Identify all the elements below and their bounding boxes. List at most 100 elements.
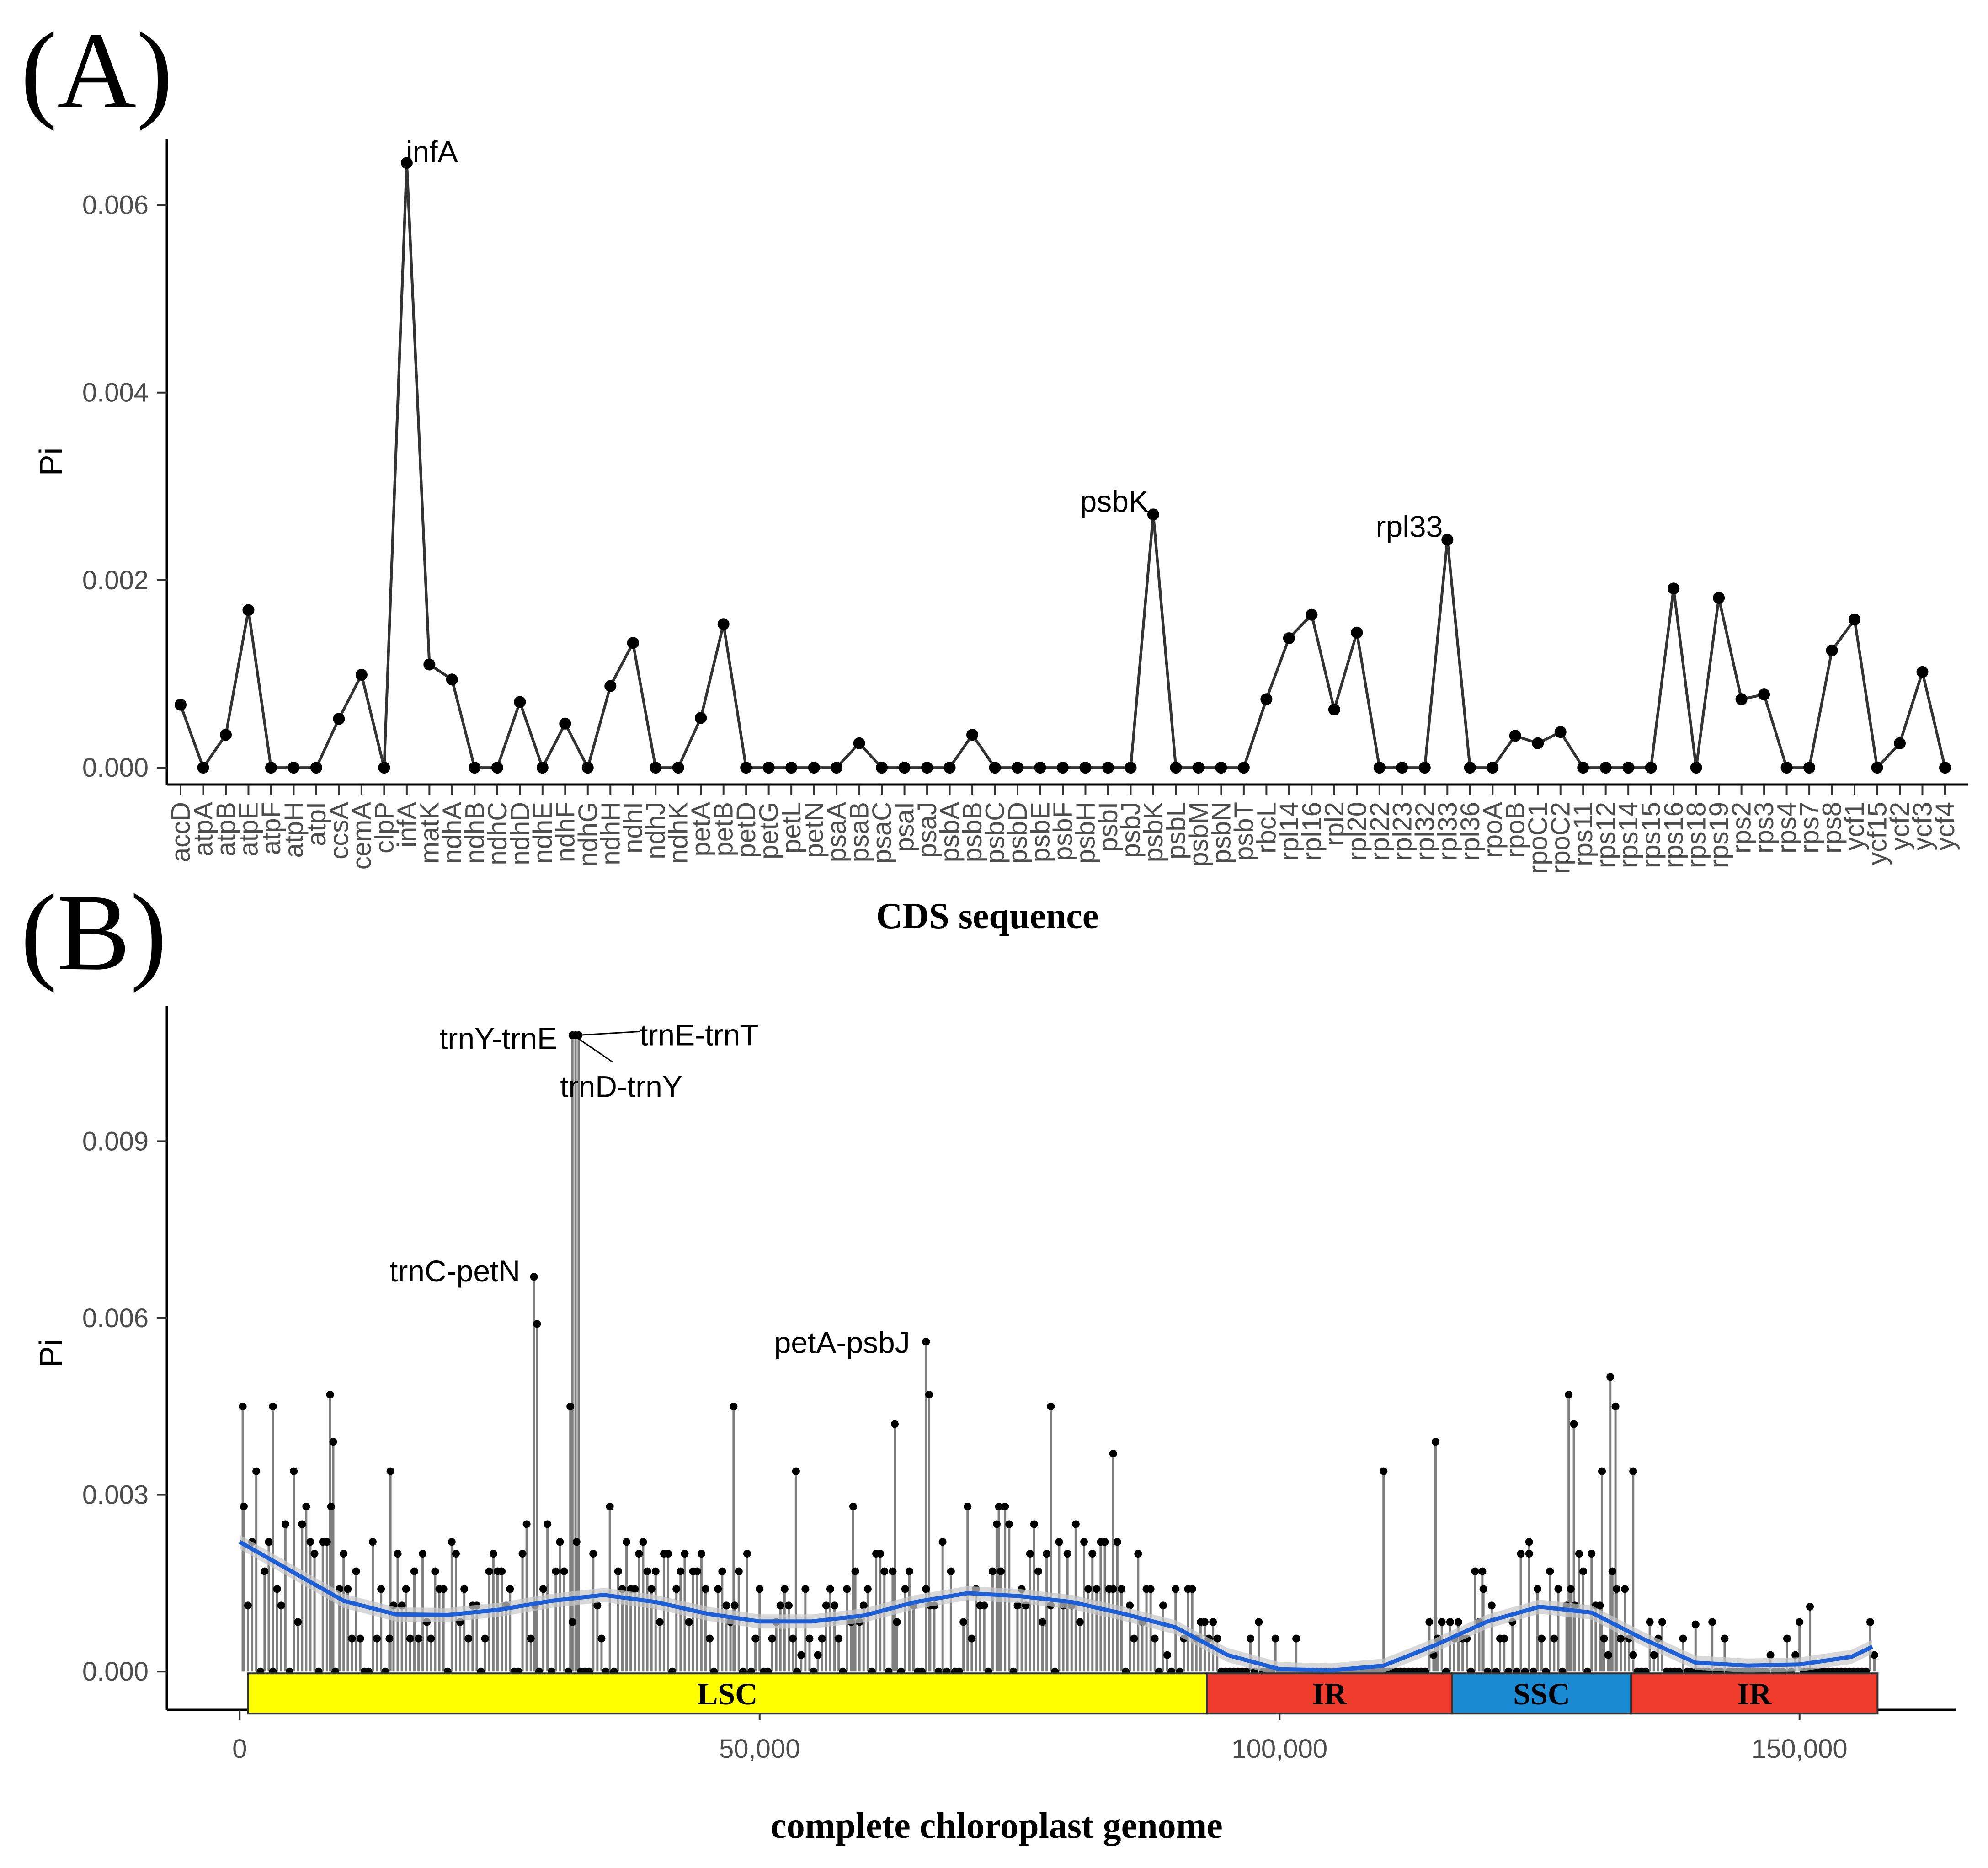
panel-a-data-point [219, 729, 232, 741]
panel-b-data-point [527, 1634, 535, 1643]
panel-b-data-point [1478, 1567, 1487, 1575]
panel-b-data-point [1611, 1402, 1620, 1410]
panel-a-x-tick-label: atpE [234, 802, 263, 856]
panel-b-data-point [1538, 1634, 1546, 1643]
panel-b-data-point [489, 1549, 497, 1558]
panel-b-data-point [792, 1467, 800, 1475]
panel-a-x-tick-label: psbI [1093, 802, 1123, 852]
panel-b-data-point [722, 1601, 730, 1610]
panel-b-data-point [947, 1567, 955, 1575]
panel-b-data-point [995, 1502, 1003, 1510]
panel-a-data-point [1939, 762, 1951, 774]
panel-b-data-point [1604, 1651, 1612, 1659]
panel-b-data-point [1479, 1585, 1487, 1593]
panel-a-x-tick-label: ndhB [460, 802, 490, 864]
panel-b-data-point [1525, 1538, 1533, 1546]
panel-b-data-point [697, 1549, 705, 1558]
panel-b-data-point [876, 1549, 885, 1558]
panel-b-trend-line [239, 1540, 1873, 1673]
panel-b-data-point [1113, 1538, 1121, 1546]
panel-b-data-point [1629, 1467, 1637, 1475]
panel-a-data-point [1237, 762, 1250, 774]
panel-a-data-point [1668, 582, 1680, 595]
panel-a-data-point [469, 762, 481, 774]
panel-b-data-point [402, 1585, 410, 1593]
panel-a-x-tick-label: atpB [211, 802, 241, 856]
panel-b-data-point [776, 1601, 784, 1610]
panel-a-x-tick-label: rps16 [1659, 802, 1689, 868]
panel-a-annotation-label: psbK [1080, 484, 1149, 518]
panel-b-data-point [1063, 1549, 1071, 1558]
panel-b-annotation-label: trnY-trnE [439, 1021, 557, 1055]
panel-b-data-point [265, 1538, 273, 1546]
panel-b-x-axis-title: complete chloroplast genome [770, 1806, 1222, 1846]
panel-a-x-tick-label: rps11 [1568, 802, 1598, 866]
panel-a-data-point [536, 762, 549, 774]
panel-b-data-point [589, 1549, 597, 1558]
panel-b-data-point [352, 1567, 360, 1575]
panel-b-data-point [818, 1634, 826, 1643]
panel-a-data-point [197, 762, 209, 774]
panel-b-data-point [1766, 1651, 1775, 1659]
panel-a-data-point [808, 762, 820, 774]
panel-b-data-point [1151, 1634, 1159, 1643]
panel-b-data-point [1598, 1467, 1606, 1475]
panel-b-annotations: trnY-trnE trnE-trnT trnD-trnY trnC-petN petA… [389, 1018, 910, 1359]
panel-b-data-point [768, 1634, 776, 1643]
panel-b-x-tick-label: 50,000 [719, 1734, 800, 1764]
panel-b-data-point [1030, 1520, 1038, 1528]
panel-b-data-point [481, 1634, 489, 1643]
panel-a-data-point [1260, 693, 1273, 705]
panel-a-x-tick-label: rps19 [1704, 802, 1734, 868]
panel-b-data-point [1438, 1618, 1446, 1626]
panel-b-data-point [1109, 1449, 1117, 1457]
panel-b-data-point [377, 1585, 385, 1593]
panel-a-x-tick-label: psbF [1048, 802, 1078, 861]
panel-b-data-point [891, 1420, 899, 1428]
panel-b-data-point [1500, 1634, 1508, 1643]
panel-a-data-point [1441, 534, 1454, 546]
panel-b-data-point [1455, 1618, 1463, 1626]
panel-b-data-point [1721, 1634, 1729, 1643]
panel-a-data-point [921, 762, 933, 774]
panel-b-data-point [893, 1618, 901, 1626]
panel-a-x-tick-label: ndhC [483, 802, 512, 865]
panel-b-data-point [244, 1601, 252, 1610]
panel-a-y-tick-label: 0.002 [82, 566, 149, 595]
panel-a-x-tick-label: rpl36 [1455, 802, 1485, 861]
panel-a-y-tick-label: 0.006 [82, 191, 149, 220]
panel-a-data-point [514, 696, 526, 708]
panel-a-x-tick-label: petD [731, 802, 761, 858]
genome-region-label: IR [1312, 1676, 1347, 1711]
panel-a-x-tick-label: rps3 [1749, 802, 1779, 854]
panel-b-data-point [340, 1549, 348, 1558]
panel-b-data-point [373, 1634, 381, 1643]
panel-a-x-tick-label: rbcL [1252, 802, 1281, 854]
panel-b-data-point [560, 1567, 568, 1575]
panel-a-data-point [1735, 693, 1748, 705]
panel-b-data-point [643, 1567, 651, 1575]
panel-b-data-point [1525, 1549, 1533, 1558]
panel-b-data-point [261, 1567, 269, 1575]
panel-b-data-point [1034, 1567, 1042, 1575]
genome-region-ir [1206, 1672, 1453, 1715]
panel-a-data-point [1351, 626, 1363, 639]
panel-b-data-point [835, 1634, 843, 1643]
panel-a-x-tick-label: petG [754, 802, 784, 859]
panel-b-data-point [889, 1567, 897, 1575]
panel-a-x-tick-label: rps7 [1795, 802, 1824, 854]
panel-b-chart: (B) Pi complete chloroplast genome 0.000… [21, 871, 1956, 1846]
genome-region-label: IR [1737, 1676, 1772, 1711]
panel-a-points [175, 157, 1951, 774]
panel-b-data-point [452, 1549, 460, 1558]
panel-b-data-point [1570, 1420, 1578, 1428]
panel-b-annotation-label: trnE-trnT [640, 1018, 758, 1051]
panel-a-data-point [650, 762, 662, 774]
panel-a-x-tick-label: rps2 [1727, 802, 1757, 854]
panel-b-data-point [1213, 1634, 1221, 1643]
panel-a-data-point [876, 762, 888, 774]
panel-b-data-point [539, 1585, 548, 1593]
panel-b-data-point [677, 1567, 685, 1575]
panel-a-x-tick-label: ycf2 [1885, 802, 1915, 850]
